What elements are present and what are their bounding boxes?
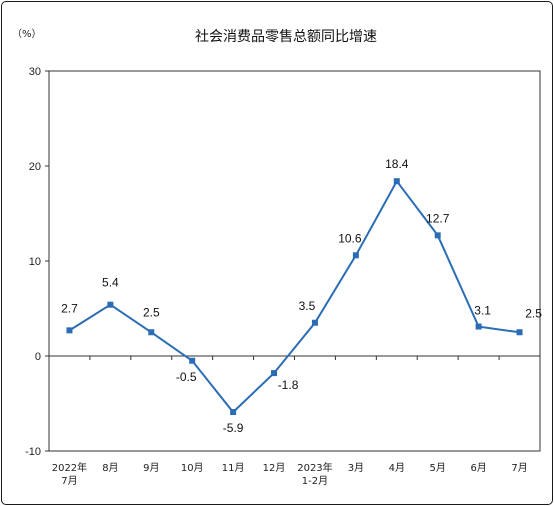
x-tick-label: 2022年 (52, 461, 87, 474)
y-tick-label: 30 (29, 66, 41, 78)
y-tick-label: 0 (35, 351, 41, 363)
x-tick-label: 11月 (222, 462, 245, 474)
chart-title: 社会消费品零售总额同比增速 (195, 29, 377, 45)
data-point (311, 319, 318, 326)
x-tick-label: 9月 (143, 462, 159, 474)
data-point (189, 357, 196, 364)
data-point (230, 409, 237, 416)
data-point (352, 252, 359, 259)
x-tick-label: 10月 (181, 462, 204, 474)
data-point (107, 301, 114, 308)
data-point (271, 370, 278, 377)
data-label: -0.5 (176, 370, 197, 384)
data-label: 3.1 (474, 304, 491, 318)
data-point (66, 327, 73, 334)
x-tick-label: 3月 (348, 462, 364, 474)
x-tick-label: 7月 (61, 475, 77, 487)
data-label: 12.7 (426, 211, 450, 225)
x-tick-label: 7月 (511, 462, 527, 474)
x-tick-label: 4月 (389, 462, 405, 474)
data-point (475, 323, 482, 330)
y-tick-label: -10 (25, 446, 41, 458)
data-label: -5.9 (223, 421, 244, 435)
x-tick-label: 6月 (470, 462, 486, 474)
data-label: 2.5 (525, 306, 542, 320)
plot-border (48, 70, 541, 452)
data-label: 2.7 (61, 301, 78, 315)
y-tick-label: 20 (29, 161, 41, 173)
x-tick-label: 12月 (263, 462, 286, 474)
data-label: -1.8 (278, 378, 299, 392)
data-label: 3.5 (299, 299, 316, 313)
y-axis-unit: （%） (12, 28, 42, 40)
data-point (516, 329, 523, 336)
data-point (148, 329, 155, 336)
data-label: 18.4 (385, 157, 409, 171)
y-tick-label: 10 (29, 256, 41, 268)
x-tick-label: 1-2月 (302, 475, 328, 487)
x-tick-label: 5月 (430, 462, 446, 474)
data-label: 10.6 (338, 231, 362, 245)
series-line (68, 179, 520, 414)
data-label: 5.4 (102, 276, 119, 290)
data-label: 2.5 (143, 305, 160, 319)
data-point (434, 232, 441, 239)
data-point (393, 178, 400, 185)
x-tick-label: 2023年 (297, 461, 332, 474)
x-tick-label: 8月 (102, 462, 118, 474)
